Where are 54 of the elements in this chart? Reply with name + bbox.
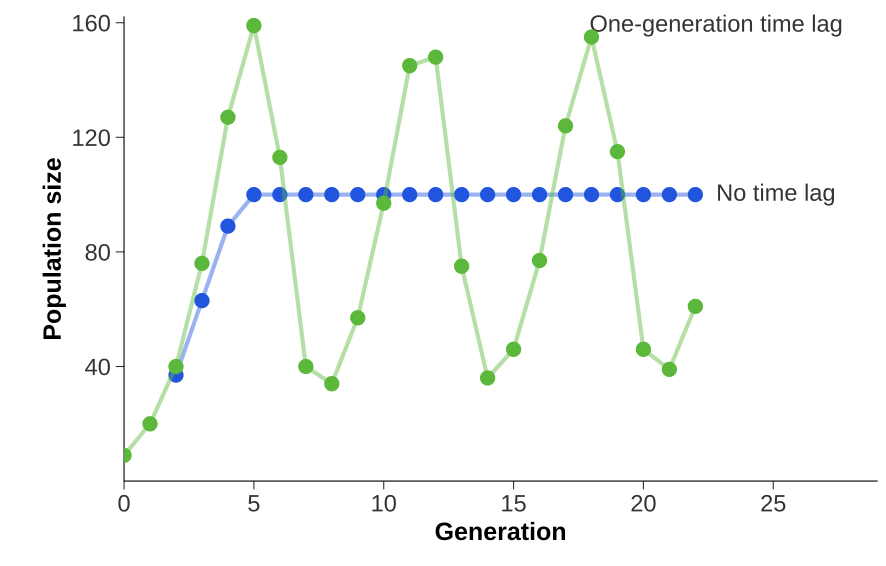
point: [350, 186, 366, 202]
x-tick-label: 20: [631, 494, 656, 512]
point: [480, 370, 496, 386]
point: [584, 186, 600, 202]
point: [428, 49, 444, 65]
point: [220, 218, 236, 234]
point: [610, 186, 626, 202]
series-label: No time lag: [718, 184, 834, 206]
point: [480, 186, 496, 202]
point: [428, 186, 444, 202]
point: [688, 298, 703, 314]
y-axis-title: Population size: [42, 158, 66, 340]
point: [272, 150, 288, 165]
point: [298, 358, 314, 374]
point: [350, 310, 366, 326]
point: [454, 258, 470, 274]
point: [298, 186, 314, 202]
point: [246, 18, 262, 34]
point: [324, 376, 340, 392]
x-tick-label: 15: [502, 495, 526, 512]
point: [272, 186, 288, 202]
y-tick-label: 120: [73, 129, 110, 146]
y-tick-label: 80: [86, 244, 110, 261]
point: [662, 362, 678, 378]
point: [532, 186, 548, 202]
point: [220, 110, 236, 125]
point: [246, 186, 262, 202]
point: [688, 186, 703, 202]
point: [636, 342, 652, 357]
point: [194, 292, 210, 308]
x-tick-label: 5: [248, 495, 260, 512]
point: [142, 416, 158, 432]
point: [376, 196, 392, 211]
x-tick-label: 25: [761, 494, 786, 512]
point: [558, 186, 574, 202]
y-tick-label: 40: [85, 358, 110, 376]
y-tick-label: 160: [73, 14, 110, 32]
point: [402, 186, 418, 202]
point: [324, 186, 340, 202]
point: [636, 186, 652, 202]
point: [662, 186, 678, 202]
point: [610, 144, 626, 160]
x-tick-label: 0: [118, 494, 130, 512]
point: [168, 358, 184, 374]
x-tick-label: 10: [372, 494, 396, 512]
series-label: One-generation time lag: [590, 14, 842, 37]
point: [194, 256, 210, 272]
point: [506, 342, 522, 357]
point: [558, 118, 574, 134]
point: [402, 58, 418, 74]
point: [506, 186, 522, 202]
point: [454, 186, 470, 202]
point: [532, 252, 548, 268]
x-axis-title: Generation: [436, 522, 566, 540]
